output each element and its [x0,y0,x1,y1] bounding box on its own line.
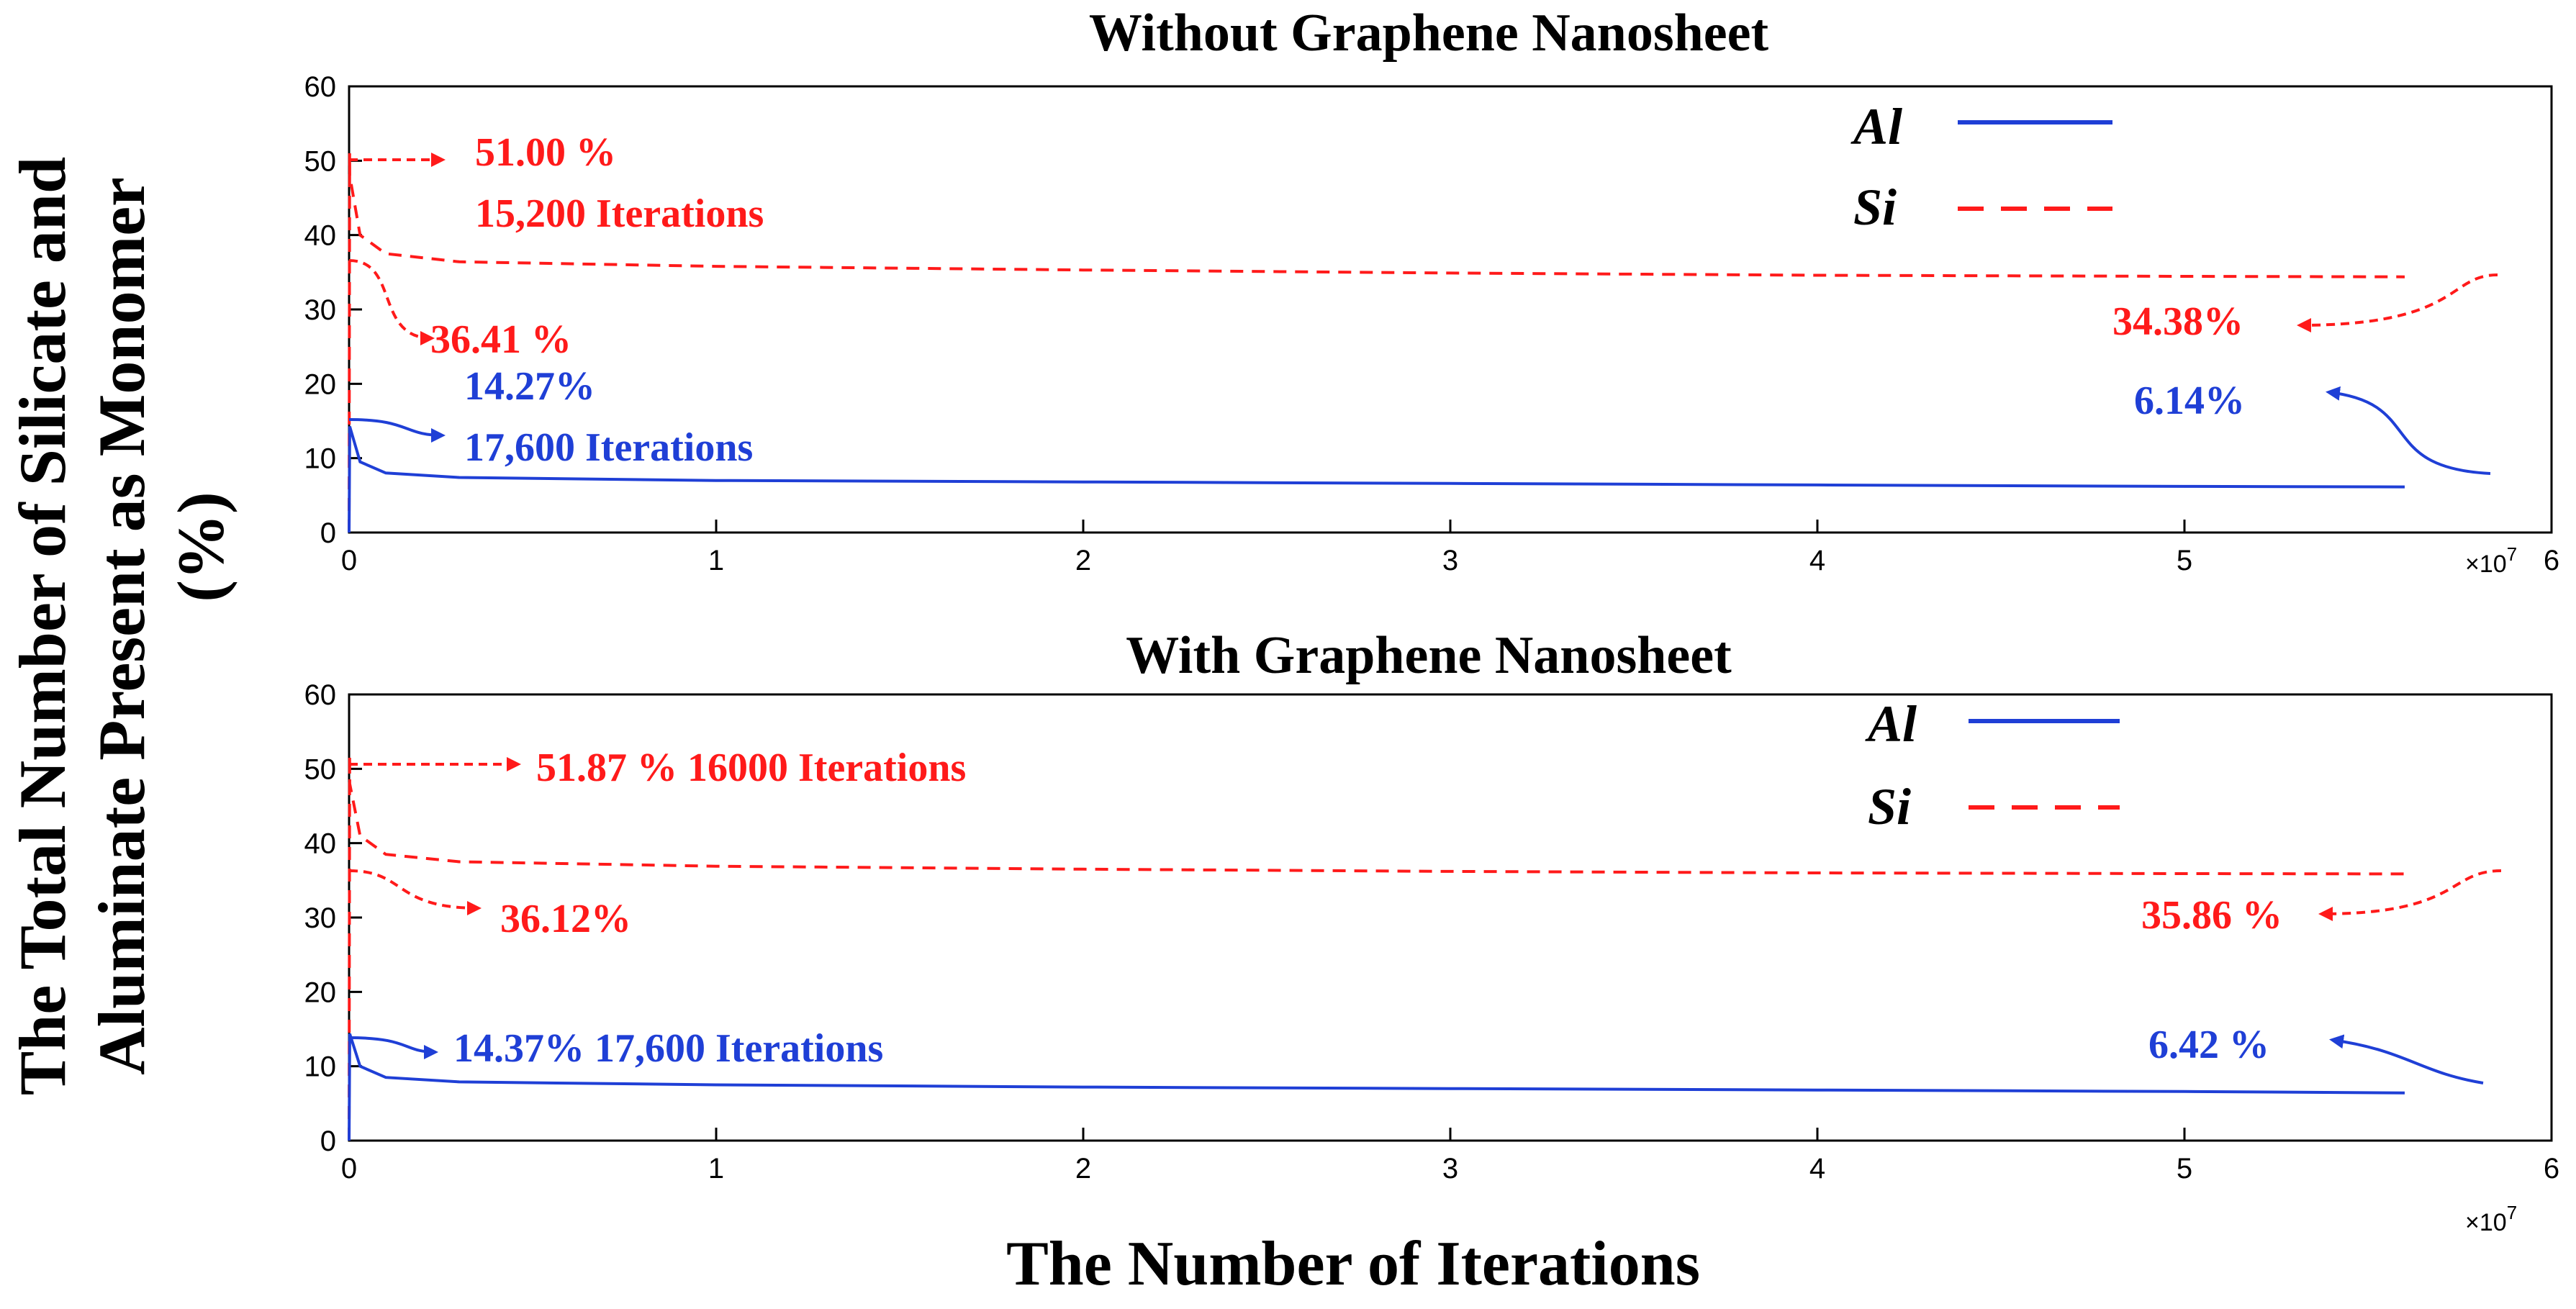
arrow-al-peak [348,1036,438,1059]
annotation-si-early: 36.12% [500,897,631,941]
x-exponent: ×107 [2465,1202,2517,1236]
x-exponent-base: ×10 [2465,551,2507,578]
arrow-al-peak [348,418,446,443]
x-exponent-power: 7 [2507,1202,2517,1223]
arrow-si-early [348,869,482,915]
legend: Al Si [1850,98,2112,236]
x-exponent: ×107 [2465,543,2517,578]
x-tick-label: 3 [1442,545,1458,576]
y-axis-label: The Total Number of Silicate and Alumina… [6,157,238,1095]
series-si [348,153,2405,533]
annotation-al-peak: 14.37% 17,600 Iterations [453,1026,883,1071]
y-axis-label-line1: The Total Number of Silicate and [6,157,79,1095]
chart-title: With Graphene Nanosheet [1126,626,1732,685]
y-tick-label: 60 [304,679,337,711]
x-axis-label: The Number of Iterations [1006,1229,1700,1299]
arrow-al-final [2329,1034,2484,1084]
x-ticks: 0 1 2 3 4 5 6 [341,520,2559,576]
si-line [348,153,2405,533]
x-tick-label: 6 [2544,1153,2559,1185]
y-tick-label: 10 [304,1051,337,1083]
x-tick-label: 1 [708,1153,724,1185]
annotation-si-peak-iter: 15,200 Iterations [475,191,764,236]
chart-without-graphene: Without Graphene Nanosheet 0102030405060… [304,4,2560,578]
y-axis-label-line3: (%) [164,492,238,602]
x-tick-label: 1 [708,545,724,576]
y-axis-label-line2: Aluminate Present as Monomer [85,177,158,1075]
annotation-al-final: 6.42 % [2148,1023,2269,1067]
annotation-si-peak: 51.00 % [475,130,616,175]
arrow-si-early [348,259,435,345]
x-tick-label: 4 [1809,1153,1825,1185]
annotation-si-final: 34.38% [2112,299,2243,344]
legend: Al Si [1865,695,2120,835]
y-tick-label: 20 [304,368,337,400]
y-tick-label: 30 [304,294,337,326]
y-tick-label: 10 [304,443,337,475]
chart-with-graphene: With Graphene Nanosheet 0 10 20 30 40 50 60 0 1… [304,626,2560,1236]
x-exponent-power: 7 [2507,543,2517,565]
x-tick-label: 2 [1075,1153,1091,1185]
annotation-al-final: 6.14% [2134,379,2245,423]
arrow-al-final [2326,386,2491,475]
chart-title: Without Graphene Nanosheet [1089,4,1769,63]
si-line [348,754,2405,1141]
y-tick-label: 60 [304,71,337,103]
x-tick-label: 2 [1075,545,1091,576]
y-tick-label: 20 [304,977,337,1008]
annotation-si-final: 35.86 % [2141,893,2282,938]
x-tick-label: 6 [2544,545,2559,576]
annotation-si-peak: 51.87 % 16000 Iterations [536,746,966,790]
series-al [348,425,2405,533]
x-tick-label: 4 [1809,545,1825,576]
y-tick-label: 40 [304,220,337,252]
x-tick-label: 0 [341,545,357,576]
annotation-si-early: 36.41 % [430,317,571,362]
x-exponent-base: ×10 [2465,1209,2507,1236]
x-tick-label: 0 [341,1153,357,1185]
y-tick-label: 30 [304,902,337,934]
y-ticks: 0 10 20 30 40 50 60 [304,679,362,1157]
arrow-si-final [2318,869,2502,921]
y-tick-label: 50 [304,145,337,177]
y-tick-label: 40 [304,828,337,860]
x-ticks: 0 1 2 3 4 5 6 [341,1128,2559,1185]
legend-label-si: Si [1868,778,1911,835]
x-tick-label: 3 [1442,1153,1458,1185]
y-tick-label: 0 [320,517,336,549]
arrow-si-final [2297,273,2498,332]
al-line [348,425,2405,533]
annotation-al-peak: 14.27% [464,364,595,409]
legend-label-si: Si [1853,178,1897,236]
x-tick-label: 5 [2177,1153,2192,1185]
y-tick-label: 50 [304,753,337,785]
series-si [348,754,2405,1141]
legend-label-al: Al [1850,98,1902,155]
annotation-al-peak-iter: 17,600 Iterations [464,425,753,470]
legend-label-al: Al [1865,695,1917,753]
x-tick-label: 5 [2177,545,2192,576]
y-ticks: 0 10 20 30 40 50 60 [304,71,362,549]
y-tick-label: 0 [320,1125,336,1157]
